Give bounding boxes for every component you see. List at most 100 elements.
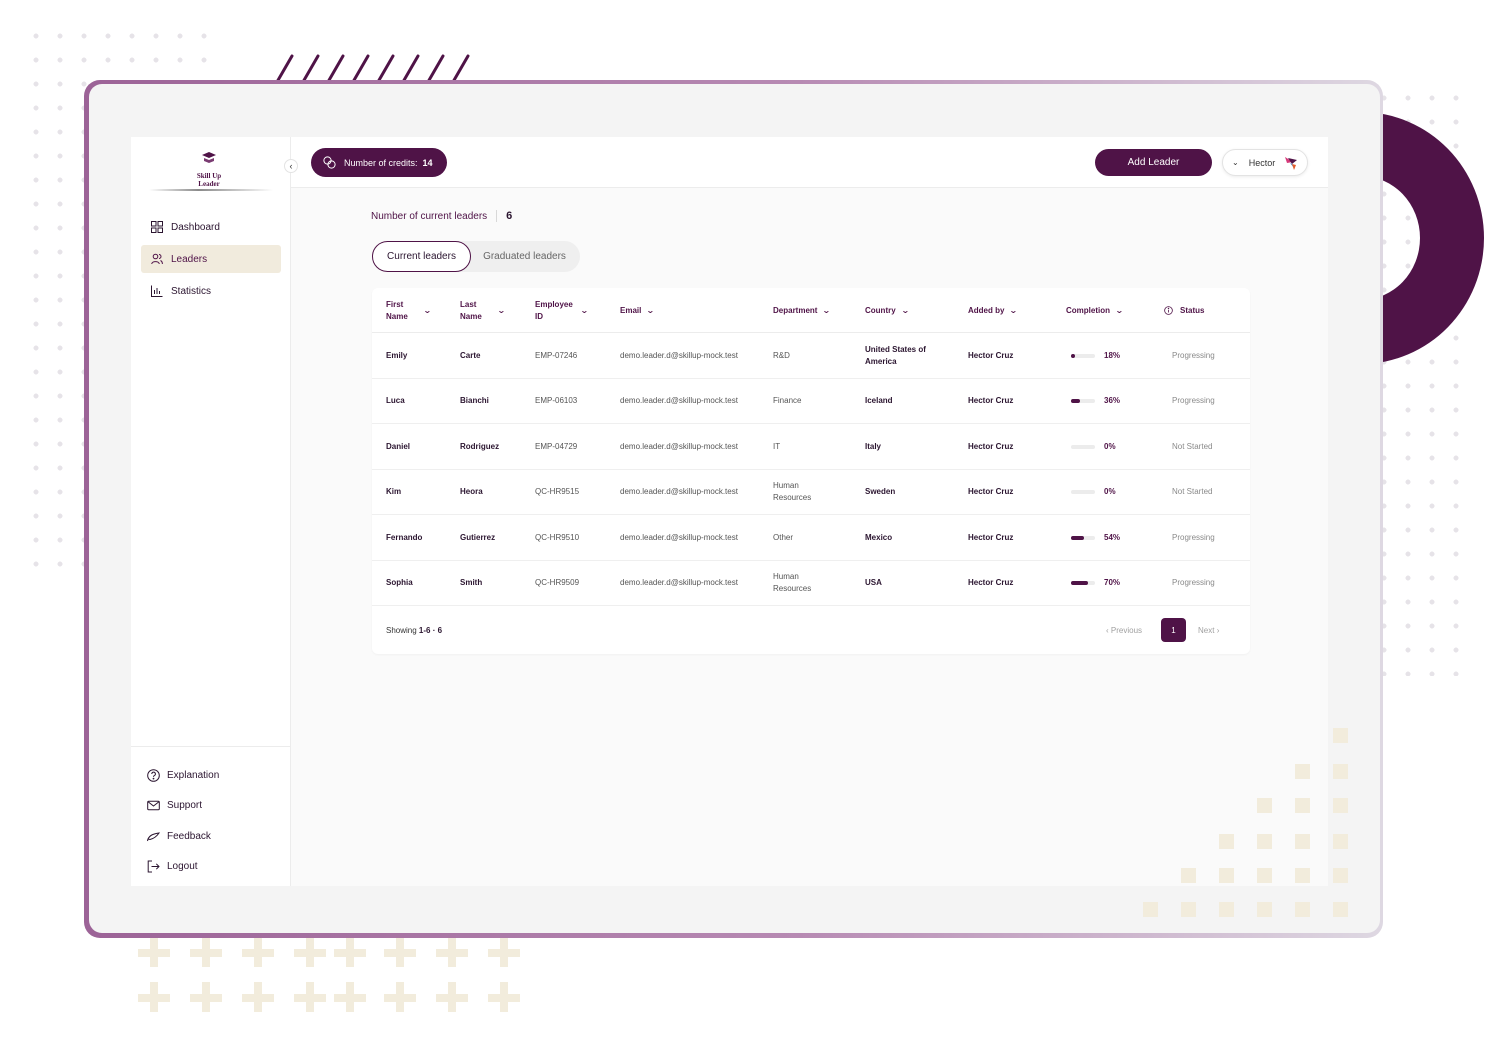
cell-email[interactable]: demo.leader.d@skillup-mock.test xyxy=(620,396,738,405)
header-line: Name xyxy=(460,311,482,321)
column-email[interactable]: Email ⌄ xyxy=(620,288,656,333)
count-separator xyxy=(496,210,498,222)
cell-email[interactable]: demo.leader.d@skillup-mock.test xyxy=(620,578,738,587)
header-line: Name xyxy=(386,311,408,321)
column-employee-id[interactable]: Employee ID ⌄ xyxy=(535,288,589,333)
cell-line: Resources xyxy=(773,493,812,502)
sidebar-item-label: Explanation xyxy=(167,769,220,781)
leader-tabs: Current leaders Graduated leaders xyxy=(372,241,580,272)
cell-email[interactable]: demo.leader.d@skillup-mock.test xyxy=(620,487,738,496)
credits-value: 14 xyxy=(422,157,433,168)
cell-line: Human xyxy=(773,481,799,490)
cell-department: Finance xyxy=(773,379,801,424)
progress-bar xyxy=(1071,444,1095,449)
column-first-name[interactable]: First Name ⌄ xyxy=(386,288,432,333)
logo-mark-icon xyxy=(202,152,216,163)
sidebar-item-logout[interactable]: Logout xyxy=(147,852,291,883)
column-completion[interactable]: Completion ⌄ xyxy=(1066,288,1124,333)
header-label: Completion xyxy=(1066,305,1110,315)
sidebar-item-label: Logout xyxy=(167,861,198,873)
column-country[interactable]: Country ⌄ xyxy=(865,288,909,333)
credits-label: Number of credits: xyxy=(344,157,418,168)
progress-bar xyxy=(1071,581,1095,585)
cell-added-by: Hector Cruz xyxy=(968,396,1014,405)
sidebar-bottom-nav: Explanation Support Feedback xyxy=(131,746,291,882)
cell-last-name: Gutierrez xyxy=(460,532,496,542)
header-line: First xyxy=(386,299,404,309)
showing-total: 6 xyxy=(437,626,443,635)
chevron-left-icon: ‹ xyxy=(1106,626,1111,635)
cell-added-by: Hector Cruz xyxy=(968,532,1014,542)
chevron-down-icon: ⌄ xyxy=(579,305,589,315)
cell-completion: 70% xyxy=(1071,561,1120,606)
cell-line: Mexico xyxy=(865,532,893,542)
sidebar-item-leaders[interactable]: Leaders xyxy=(141,245,281,273)
sidebar-item-dashboard[interactable]: Dashboard xyxy=(141,213,281,241)
app-window: Skill Up Leader ‹ Dashboard xyxy=(131,137,1328,886)
decorative-squares xyxy=(1143,728,1348,917)
user-name: Hector xyxy=(1248,157,1276,168)
progress-fill xyxy=(1071,353,1076,358)
chevron-down-icon: ⌄ xyxy=(646,305,656,315)
table-row[interactable]: Emily Carte EMP-07246 demo.leader.d@skillup… xyxy=(372,333,1250,379)
header-line: Last xyxy=(460,299,477,309)
sidebar-item-label: Leaders xyxy=(171,253,208,265)
cell-added-by: Hector Cruz xyxy=(968,441,1014,451)
previous-page-button[interactable]: ‹ Previous xyxy=(1106,626,1142,635)
cell-country: USA xyxy=(865,561,882,606)
column-department[interactable]: Department ⌄ xyxy=(773,288,832,333)
chevron-right-icon: › xyxy=(1216,626,1220,635)
cell-email[interactable]: demo.leader.d@skillup-mock.test xyxy=(620,350,738,360)
showing-range: 1-6 xyxy=(418,626,431,635)
next-page-button[interactable]: Next › xyxy=(1198,626,1219,635)
chevron-down-icon: ⌄ xyxy=(822,305,832,315)
current-leaders-count: Number of current leaders 6 xyxy=(371,210,512,222)
chevron-down-icon: ⌄ xyxy=(1009,305,1019,315)
cell-email[interactable]: demo.leader.d@skillup-mock.test xyxy=(620,441,738,451)
table-header: First Name ⌄ Last Name ⌄ Employee ID ⌄ Em xyxy=(372,288,1250,333)
cell-completion: 0% xyxy=(1071,470,1116,515)
cell-added-by: Hector Cruz xyxy=(968,487,1014,496)
header-label: Country xyxy=(865,305,896,315)
sidebar-item-feedback[interactable]: Feedback xyxy=(147,821,291,852)
column-last-name[interactable]: Last Name ⌄ xyxy=(460,288,506,333)
sidebar-collapse-button[interactable]: ‹ xyxy=(284,159,298,173)
cell-line: USA xyxy=(865,578,882,587)
table-row[interactable]: Sophia Smith QC-HR9509 demo.leader.d@skillu… xyxy=(372,561,1250,606)
cell-first-name: Emily xyxy=(386,350,408,360)
table-row[interactable]: Fernando Gutierrez QC-HR9510 demo.leader.d@… xyxy=(372,515,1250,561)
cell-department: IT xyxy=(773,424,780,469)
table-row[interactable]: Daniel Rodriguez EMP-04729 demo.leader.d@sk… xyxy=(372,424,1250,470)
page-button-current[interactable]: 1 xyxy=(1161,618,1186,642)
cell-country: Mexico xyxy=(865,515,892,560)
cell-department: Other xyxy=(773,515,793,560)
count-label: Number of current leaders xyxy=(371,210,488,222)
mail-icon xyxy=(147,800,160,811)
table-row[interactable]: Kim Heora QC-HR9515 demo.leader.d@skillup-m… xyxy=(372,470,1250,515)
sidebar-item-statistics[interactable]: Statistics xyxy=(141,277,281,305)
cell-line: IT xyxy=(773,441,781,451)
progress-bar xyxy=(1071,353,1095,358)
cell-added-by: Hector Cruz xyxy=(968,350,1014,360)
logo-line-2: Leader xyxy=(198,180,220,188)
header-line: ID xyxy=(535,311,543,321)
tab-current-leaders[interactable]: Current leaders xyxy=(372,241,471,272)
cell-status: Not Started xyxy=(1172,487,1213,496)
cell-email[interactable]: demo.leader.d@skillup-mock.test xyxy=(620,532,738,542)
column-added-by[interactable]: Added by ⌄ xyxy=(968,288,1019,333)
sidebar-item-explanation[interactable]: Explanation xyxy=(147,760,291,791)
user-menu[interactable]: ⌄ Hector xyxy=(1222,149,1308,176)
progress-bar xyxy=(1071,399,1095,403)
add-leader-button[interactable]: Add Leader xyxy=(1095,149,1212,176)
cell-line: Italy xyxy=(865,441,882,451)
header-label: Email xyxy=(620,305,642,315)
table-row[interactable]: Luca Bianchi EMP-06103 demo.leader.d@skillu… xyxy=(372,379,1250,424)
sidebar: Skill Up Leader ‹ Dashboard xyxy=(131,137,298,886)
cell-status: Progressing xyxy=(1172,350,1215,360)
tab-graduated-leaders[interactable]: Graduated leaders xyxy=(483,251,566,262)
credits-badge[interactable]: Number of credits: 14 xyxy=(311,148,447,177)
brand-logo[interactable]: Skill Up Leader xyxy=(149,151,269,195)
sidebar-item-support[interactable]: Support xyxy=(147,791,291,822)
cell-country: Sweden xyxy=(865,470,895,515)
column-status[interactable]: Status xyxy=(1164,288,1204,333)
